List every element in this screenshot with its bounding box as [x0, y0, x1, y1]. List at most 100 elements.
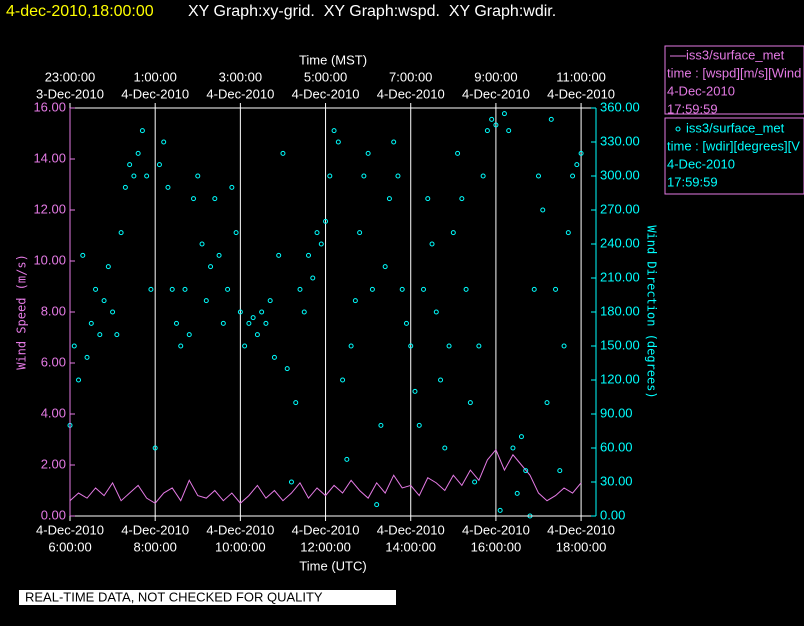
wind-direction-point [574, 162, 580, 168]
wind-direction-point [570, 173, 576, 179]
wind-direction-point [88, 320, 94, 326]
wind-direction-point [531, 286, 537, 292]
wind-direction-point [152, 445, 158, 451]
wind-direction-point [71, 343, 77, 349]
wind-direction-point [127, 162, 133, 168]
wind-direction-point [442, 445, 448, 451]
wind-direction-point [365, 150, 371, 156]
wind-direction-point [348, 343, 354, 349]
footer-box [19, 590, 396, 605]
y-tick-label: 12.00 [33, 201, 66, 216]
y-tick-label: 6.00 [41, 354, 66, 369]
x2-tick-label: 23:00:00 [45, 69, 96, 84]
y-tick-label: 0.00 [41, 507, 66, 522]
wind-direction-point [139, 128, 145, 134]
wind-direction-point [408, 343, 414, 349]
wind-direction-point [352, 298, 358, 304]
wind-direction-point [548, 116, 554, 122]
wind-direction-point [450, 230, 456, 236]
wind-direction-point [386, 196, 392, 202]
x-tick-date: 4-Dec-2010 [462, 522, 530, 537]
x-tick-label: 6:00:00 [48, 539, 91, 554]
wind-direction-point [297, 286, 303, 292]
wind-direction-point [501, 111, 507, 117]
x2-tick-date: 4-Dec-2010 [206, 86, 274, 101]
wind-direction-point [135, 150, 141, 156]
wind-direction-point [199, 241, 205, 247]
wind-direction-point [101, 298, 107, 304]
wind-direction-point [301, 309, 307, 315]
x2-tick-label: 3:00:00 [219, 69, 262, 84]
wind-direction-point [288, 479, 294, 485]
wind-direction-point [340, 377, 346, 383]
wind-direction-point [314, 230, 320, 236]
wind-direction-point [169, 286, 175, 292]
wind-direction-point [357, 230, 363, 236]
wind-direction-point [335, 139, 341, 145]
wind-direction-point [476, 343, 482, 349]
wind-direction-point [544, 400, 550, 406]
wind-direction-point [493, 122, 499, 128]
wind-direction-point [438, 377, 444, 383]
wind-direction-point [518, 434, 524, 440]
wind-direction-point [433, 309, 439, 315]
wind-direction-point [463, 286, 469, 292]
wind-direction-point [403, 320, 409, 326]
wind-direction-point [122, 184, 128, 190]
wind-direction-point [399, 286, 405, 292]
wind-direction-point [97, 332, 103, 338]
wind-direction-point [259, 309, 265, 315]
wind-direction-point [203, 298, 209, 304]
wind-direction-point [208, 264, 214, 270]
wind-direction-point [395, 173, 401, 179]
wind-direction-point [557, 468, 563, 474]
x-axis-label: Time (UTC) [299, 558, 366, 573]
wind-direction-point [156, 162, 162, 168]
wind-direction-point [242, 343, 248, 349]
wind-direction-point [76, 377, 82, 383]
y-tick-label: 10.00 [33, 252, 66, 267]
y-axis-label: Wind Speed (m/s) [15, 254, 29, 370]
wind-direction-point [536, 173, 542, 179]
legend-date: 4-Dec-2010 [667, 83, 735, 98]
legend-variable: time : [wdir][degrees][V [667, 138, 800, 153]
wind-direction-point [161, 139, 167, 145]
x-tick-label: 14:00:00 [385, 539, 436, 554]
wind-direction-point [195, 173, 201, 179]
wind-direction-point [182, 286, 188, 292]
wind-direction-point [425, 196, 431, 202]
wind-speed-line [69, 448, 582, 504]
x2-tick-date: 4-Dec-2010 [377, 86, 445, 101]
y-tick-label: 8.00 [41, 303, 66, 318]
x2-tick-label: 9:00:00 [474, 69, 517, 84]
y2-tick-label: 210.00 [600, 269, 640, 284]
wind-direction-point [323, 218, 329, 224]
x2-axis-label: Time (MST) [299, 52, 367, 67]
wind-direction-point [254, 332, 260, 338]
legend-box [664, 45, 804, 115]
wind-direction-point [480, 173, 486, 179]
wind-direction-point [369, 286, 375, 292]
x-tick-date: 4-Dec-2010 [547, 522, 615, 537]
wind-direction-point [280, 150, 286, 156]
wind-direction-point [118, 230, 124, 236]
x2-tick-date: 4-Dec-2010 [462, 86, 530, 101]
x-tick-label: 18:00:00 [556, 539, 607, 554]
y2-tick-label: 150.00 [600, 337, 640, 352]
wind-direction-point [318, 241, 324, 247]
y2-tick-label: 0.00 [600, 507, 625, 522]
wind-direction-point [331, 128, 337, 134]
legend-marker-sample [675, 126, 681, 132]
wind-direction-point [391, 139, 397, 145]
wind-direction-point [246, 320, 252, 326]
wind-direction-point [110, 309, 116, 315]
wind-direction-point [220, 320, 226, 326]
footer: REAL-TIME DATA, NOT CHECKED FOR QUALITY [25, 589, 323, 604]
wind-direction-point [250, 315, 256, 321]
wind-direction-point [84, 354, 90, 360]
wind-direction-point [561, 343, 567, 349]
wind-direction-point [344, 456, 350, 462]
wind-direction-point [467, 400, 473, 406]
